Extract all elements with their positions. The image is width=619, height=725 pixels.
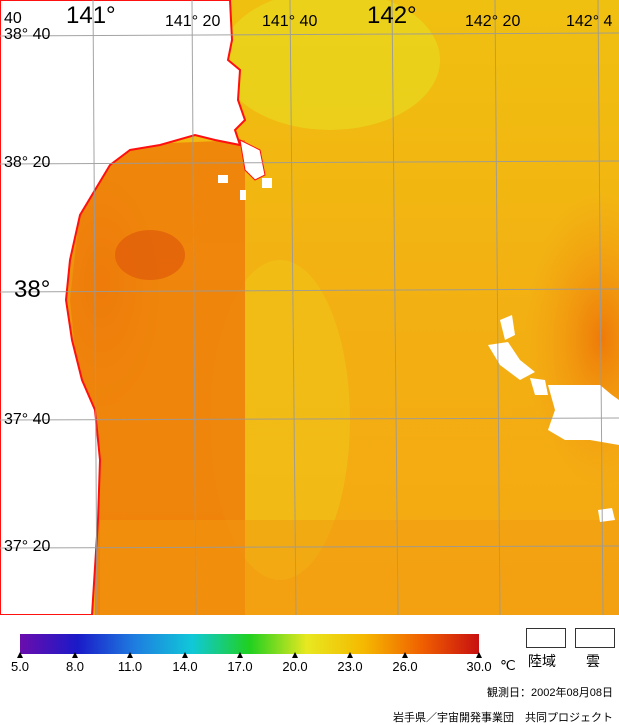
colorbar-tick-mark — [127, 652, 133, 658]
cloud-legend-swatch — [575, 628, 615, 648]
temperature-unit: ℃ — [500, 657, 516, 673]
colorbar-tick-label: 23.0 — [337, 659, 363, 674]
project-credit: 岩手県／宇宙開発事業団 共同プロジェクト — [393, 712, 613, 724]
land-legend-label: 陸域 — [528, 653, 556, 669]
cool-water-band — [220, 0, 440, 130]
colorbar-tick-label: 30.0 — [466, 659, 492, 674]
lon-label-141-20: 141° 20 — [165, 13, 221, 30]
land-area — [0, 0, 247, 615]
colorbar-tick-label: 17.0 — [227, 659, 253, 674]
lon-label-141: 141° — [66, 2, 116, 29]
colorbar-tick-mark — [347, 652, 353, 658]
colorbar-tick-label: 8.0 — [65, 659, 85, 674]
colorbar-tick-label: 11.0 — [117, 659, 143, 674]
colorbar-tick-mark — [292, 652, 298, 658]
lat-label-38-40: 38° 40 — [4, 26, 51, 43]
colorbar-tick-label: 26.0 — [392, 659, 418, 674]
sst-map — [0, 0, 619, 615]
colorbar-tick-mark — [72, 652, 78, 658]
colorbar-tick-mark — [17, 652, 23, 658]
lon-label-141-40: 141° 40 — [262, 13, 318, 30]
colorbar-tick-label: 5.0 — [10, 659, 30, 674]
colorbar-tick-marks — [17, 652, 482, 658]
colorbar-tick-mark — [182, 652, 188, 658]
observation-date: 観測日：2002年08月08日 — [487, 687, 613, 699]
corner-label: 40 — [4, 10, 22, 27]
lon-label-142-20: 142° 20 — [465, 13, 521, 30]
lat-label-38-20: 38° 20 — [4, 154, 51, 171]
colorbar-tick-mark — [476, 652, 482, 658]
colorbar-tick-mark — [237, 652, 243, 658]
warm-coastal-strip — [70, 140, 245, 615]
lat-label-37-20: 37° 20 — [4, 538, 51, 555]
colorbar-tick-mark — [402, 652, 408, 658]
temperature-colorbar — [20, 634, 479, 654]
cloud-legend-label: 雲 — [586, 653, 600, 669]
lat-label-37-40: 37° 40 — [4, 411, 51, 428]
lon-label-142-40: 142° 4 — [566, 13, 613, 30]
colorbar-tick-label: 14.0 — [172, 659, 198, 674]
land-legend-swatch — [526, 628, 566, 648]
cloud-patch — [548, 385, 619, 445]
graticule — [0, 0, 619, 615]
lon-label-142: 142° — [367, 2, 417, 29]
lat-label-38: 38° — [14, 276, 51, 303]
colorbar-tick-label: 20.0 — [282, 659, 308, 674]
